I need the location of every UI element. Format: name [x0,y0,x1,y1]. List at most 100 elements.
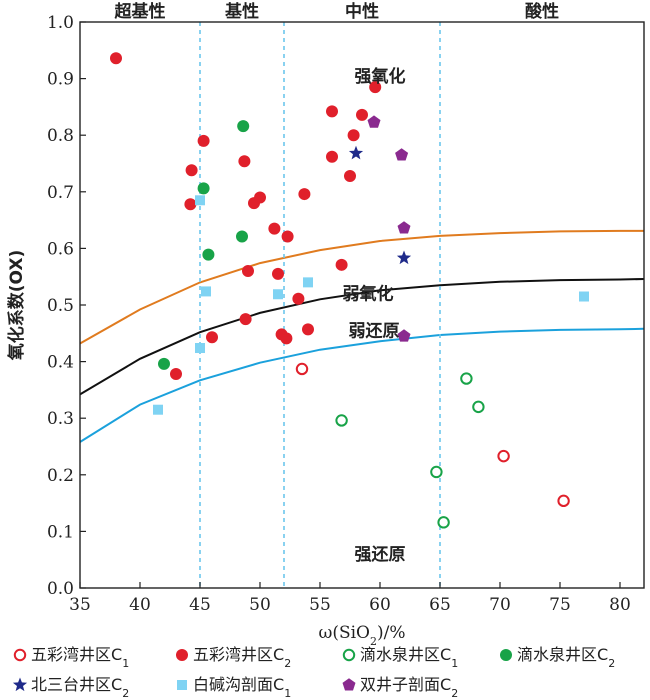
legend-marker [177,680,187,690]
data-point-s2 [326,150,338,163]
axes: 35 40 45 50 55 60 65 70 75 80 0.0 0.1 0.2 0.3 0.4 0.5 0.… [6,13,645,648]
x-tick-label: 40 [129,595,151,615]
data-point-s1 [497,449,510,463]
rock-type-label: 中性 [345,1,379,22]
boundary-curves [79,229,645,443]
data-point-s2 [347,129,360,142]
y-tick-label: 0.2 [47,466,74,486]
data-point-s2 [206,331,218,344]
data-point-s2 [326,105,338,118]
x-tick-label: 55 [309,595,331,615]
data-point-s2 [110,52,122,65]
x-tick-label: 60 [369,595,391,615]
data-point-s2 [298,188,311,201]
data-point-s4 [236,230,248,243]
data-point-s4 [237,120,250,133]
data-point-s6 [579,291,589,302]
x-tick-label: 80 [609,595,631,615]
y-tick-label: 0.4 [47,353,74,373]
data-point-s2 [335,258,348,271]
data-point-s4 [158,357,170,370]
legend-entry: 北三台井区C2 [31,675,129,700]
legend-entry: 滴水泉井区C1 [360,645,458,670]
data-point-s2 [242,265,254,278]
data-point-s6 [201,286,211,297]
data-point-s6 [195,195,205,206]
data-point-s3 [335,414,348,427]
data-point-s2 [272,267,284,280]
data-point-s2 [369,81,382,94]
legend-marker [176,649,188,661]
y-tick-label: 1.0 [47,13,74,33]
data-point-s7 [397,221,411,234]
boundary-curve-3 [79,327,645,443]
y-tick-label: 0.6 [47,239,74,259]
data-point-s2 [184,198,197,211]
legend-entry: 五彩湾井区C2 [193,645,291,670]
legend-marker [13,648,27,662]
region-label: 弱氧化 [343,284,394,305]
data-point-s2 [254,191,266,204]
region-label: 强氧化 [355,66,406,87]
data-point-s2 [356,108,368,121]
legend: 五彩湾井区C1 五彩湾井区C2 滴水泉井区C1 滴水泉井区C2 北三台井区C2 白碱沟剖面… [12,645,615,700]
data-point-s2 [239,313,252,326]
x-tick-label: 35 [69,595,91,615]
y-tick-label: 0.7 [47,183,74,203]
legend-marker [500,649,512,661]
data-point-s3 [472,400,485,414]
y-tick-label: 0.8 [47,126,74,146]
data-points [110,52,589,529]
data-point-s1 [295,362,309,376]
y-tick-label: 0.5 [47,296,74,316]
x-tick-label: 75 [549,595,571,615]
data-point-s6 [273,289,283,300]
data-point-s3 [430,465,443,479]
data-point-s7 [367,115,381,128]
legend-entry: 滴水泉井区C2 [517,645,615,670]
x-tick-label: 45 [189,595,211,615]
data-point-s3 [460,372,473,385]
data-point-s5 [396,250,412,265]
data-point-s4 [197,182,210,195]
data-point-s2 [185,164,198,177]
data-point-s7 [395,148,409,161]
data-point-s6 [195,343,205,354]
x-tick-label: 70 [489,595,511,615]
rock-type-dividers [199,22,441,588]
y-tick-label: 0.3 [47,409,74,429]
boundary-curve-1 [79,229,644,345]
legend-entry: 白碱沟剖面C1 [193,675,291,700]
data-point-s7 [397,329,411,342]
legend-entry: 五彩湾井区C1 [31,645,129,670]
data-point-s2 [197,134,210,147]
rock-type-label: 基性 [224,1,259,22]
y-tick-label: 0.1 [47,522,74,542]
data-point-s2 [292,292,305,305]
boundary-curve-2 [79,278,645,396]
data-point-s2 [268,222,281,235]
data-point-s1 [557,494,570,508]
legend-entry: 双井子剖面C2 [360,675,458,700]
x-tick-label: 50 [249,595,271,615]
rock-type-label: 酸性 [525,1,559,22]
data-point-s2 [280,332,293,345]
x-axis-label: ω(SiO2)/% [318,623,405,648]
data-point-s6 [303,277,313,288]
data-point-s6 [153,404,163,415]
y-tick-label: 0.0 [47,579,74,599]
rock-type-label: 超基性 [115,1,166,22]
data-point-s3 [437,516,450,529]
data-point-s2 [238,155,251,168]
legend-marker [342,648,356,662]
x-tick-label: 65 [429,595,451,615]
data-point-s2 [302,323,314,336]
data-point-s2 [170,368,182,381]
data-point-s2 [281,230,294,243]
data-point-s4 [202,248,215,261]
data-point-s5 [348,145,364,160]
y-tick-label: 0.9 [47,70,74,90]
region-label: 强还原 [355,545,406,565]
